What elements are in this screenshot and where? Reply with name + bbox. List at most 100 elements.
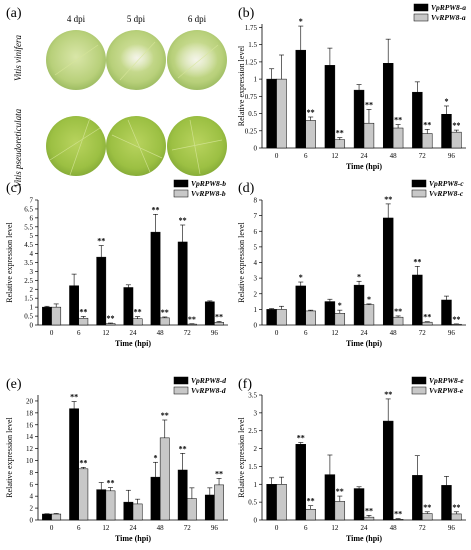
chart-c-y-tick-label: 4.5	[24, 241, 33, 249]
chart-e-bar	[96, 489, 107, 521]
chart-d-significance-mark: *	[357, 272, 361, 281]
chart-b-significance-mark: **	[307, 108, 315, 117]
chart-e-y-tick-label: 2	[30, 505, 34, 513]
chart-f-bar	[392, 519, 404, 521]
chart-e-x-tick-label: 72	[184, 524, 192, 532]
chart-e-significance-mark: **	[79, 458, 87, 467]
chart-b-x-tick-label: 0	[275, 152, 279, 160]
chart-b-bar	[392, 127, 404, 149]
chart-f-x-tick-label: 96	[448, 524, 456, 532]
chart-e-bar	[78, 468, 89, 521]
chart-e-bar	[187, 498, 197, 521]
row-label-vinifera: Vitis vinifera	[13, 34, 23, 81]
chart-f-bar	[451, 513, 462, 521]
chart-e-bar	[105, 490, 116, 521]
chart-d-y-axis-label: Relative expression level	[237, 222, 246, 303]
chart-b-bar	[363, 122, 375, 149]
chart-e-significance-mark: **	[161, 411, 169, 420]
chart-d-legend-swatch	[411, 179, 427, 188]
chart-d-y-tick-label: 0	[254, 322, 258, 330]
chart-c-x-tick-label: 6	[77, 329, 81, 337]
chart-c-x-tick-label: 72	[184, 329, 192, 337]
chart-d-x-tick-label: 48	[390, 329, 398, 337]
chart-f-bar	[276, 484, 287, 521]
chart-f-bar	[353, 488, 365, 521]
chart-c-legend-label: VvRPW8-b	[191, 189, 226, 198]
chart-f-y-axis-label: Relative expression level	[237, 417, 246, 498]
chart-f-legend-swatch	[411, 376, 427, 385]
chart-f-x-tick-label: 12	[331, 524, 339, 532]
chart-e-bar	[159, 437, 170, 521]
chart-e-significance-mark: **	[179, 444, 187, 453]
chart-c-bar	[123, 287, 134, 326]
chart-b-bar	[305, 120, 316, 149]
chart-f-y-tick-label: 0	[254, 517, 258, 525]
chart-d-legend-label: VpRPW8-c	[429, 179, 464, 188]
chart-f-significance-mark: **	[336, 487, 344, 496]
chart-c-panel-label: (c)	[6, 181, 22, 196]
chart-d-y-tick-label: 2	[254, 290, 258, 298]
chart-d-y-tick-label: 1	[254, 306, 258, 314]
chart-d-significance-mark: **	[413, 257, 421, 266]
chart-e-bar	[132, 503, 143, 521]
chart-c-bar	[177, 241, 188, 326]
chart-c-significance-mark: **	[106, 314, 114, 323]
chart-f-bar	[324, 474, 336, 521]
chart-e-y-tick-label: 20	[26, 397, 34, 405]
chart-c-y-tick-label: 0.5	[24, 313, 33, 321]
chart-c-legend-label: VpRPW8-b	[191, 179, 226, 188]
chart-b-y-tick-label: 1.75	[245, 24, 258, 32]
chart-c-bar	[150, 231, 161, 326]
chart-e-y-tick-label: 14	[26, 433, 34, 441]
chart-b-bar	[412, 91, 423, 149]
chart-e-bar	[42, 513, 52, 521]
chart-f-bar	[412, 475, 423, 521]
chart-f-x-axis-label: Time (hpi)	[346, 534, 382, 543]
chart-c-legend-swatch	[173, 179, 189, 188]
chart-b-significance-mark: **	[365, 100, 373, 109]
chart-c-bar	[214, 322, 224, 326]
chart-c: (c)00.511.522.533.544.555.566.57Relative…	[5, 179, 228, 348]
chart-b-significance-mark: **	[336, 129, 344, 138]
chart-e-panel-label: (e)	[6, 377, 22, 392]
chart-e-bar	[177, 469, 188, 521]
chart-b-bar	[451, 131, 462, 149]
chart-f-y-tick-label: 3.5	[248, 392, 257, 400]
chart-f-x-tick-label: 72	[419, 524, 427, 532]
chart-f-legend-label: VvRPW8-e	[429, 386, 464, 395]
chart-f-bar	[363, 516, 375, 521]
chart-b-y-tick-label: 0.75	[245, 93, 258, 101]
chart-c-x-tick-label: 0	[50, 329, 54, 337]
mildew-spores-5dpi	[120, 44, 154, 72]
chart-c-x-tick-label: 96	[211, 329, 219, 337]
chart-d-bar	[412, 274, 423, 326]
chart-c-y-tick-label: 0	[30, 322, 34, 330]
chart-d-significance-mark: **	[423, 313, 431, 322]
chart-d-bar	[422, 321, 433, 326]
column-label-5dpi: 5 dpi	[127, 14, 146, 24]
chart-d-significance-mark: **	[452, 315, 460, 324]
chart-b-y-axis-label: Relative expression level	[237, 45, 246, 126]
chart-d-legend-swatch	[411, 189, 427, 198]
chart-d-bar	[305, 310, 316, 326]
chart-d-bar	[324, 301, 336, 326]
chart-b-legend-swatch	[413, 3, 429, 12]
chart-d-bar	[382, 217, 394, 326]
chart-b-y-tick-label: 1	[254, 76, 258, 84]
chart-c-bar	[51, 306, 62, 326]
chart-b-bar	[295, 49, 306, 149]
chart-d-y-tick-label: 8	[254, 197, 258, 205]
chart-e-x-tick-label: 6	[77, 524, 81, 532]
panel-a: (a) 4 dpi 5 dpi 6 dpi Vitis vinifera Vit…	[6, 6, 227, 187]
chart-f-bar	[266, 484, 277, 521]
column-label-4dpi: 4 dpi	[67, 14, 86, 24]
chart-d-y-tick-label: 6	[254, 228, 258, 236]
chart-e-y-tick-label: 0	[30, 517, 34, 525]
chart-c-bar	[204, 301, 215, 326]
chart-f-significance-mark: **	[384, 390, 392, 399]
chart-b-y-tick-label: 1.5	[248, 41, 257, 49]
chart-b-panel-label: (b)	[238, 6, 255, 21]
chart-f-x-tick-label: 6	[304, 524, 308, 532]
chart-f-bar	[441, 485, 452, 521]
chart-e-bar	[204, 494, 215, 521]
